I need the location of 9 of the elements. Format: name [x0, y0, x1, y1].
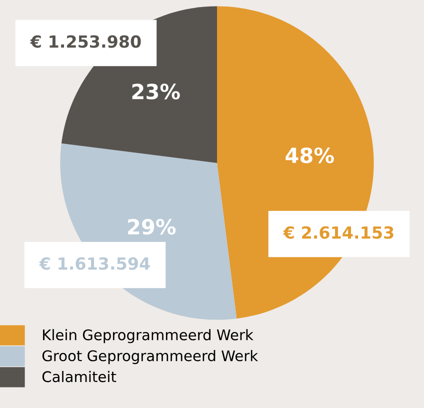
data-label: 48% — [286, 147, 334, 164]
legend-label: Groot Geprogrammeerd Werk — [42, 350, 258, 364]
legend-label: Calamiteit — [42, 370, 116, 382]
text: € 1.613.594 — [39, 257, 150, 270]
text: € 1.253.980 — [30, 35, 141, 48]
data-label: 23% — [132, 84, 180, 100]
text: € 2.614.153 — [283, 226, 394, 239]
legend-label: Klein Geprogrammeerd Werk — [43, 329, 254, 344]
data-label: 29% — [128, 218, 176, 235]
